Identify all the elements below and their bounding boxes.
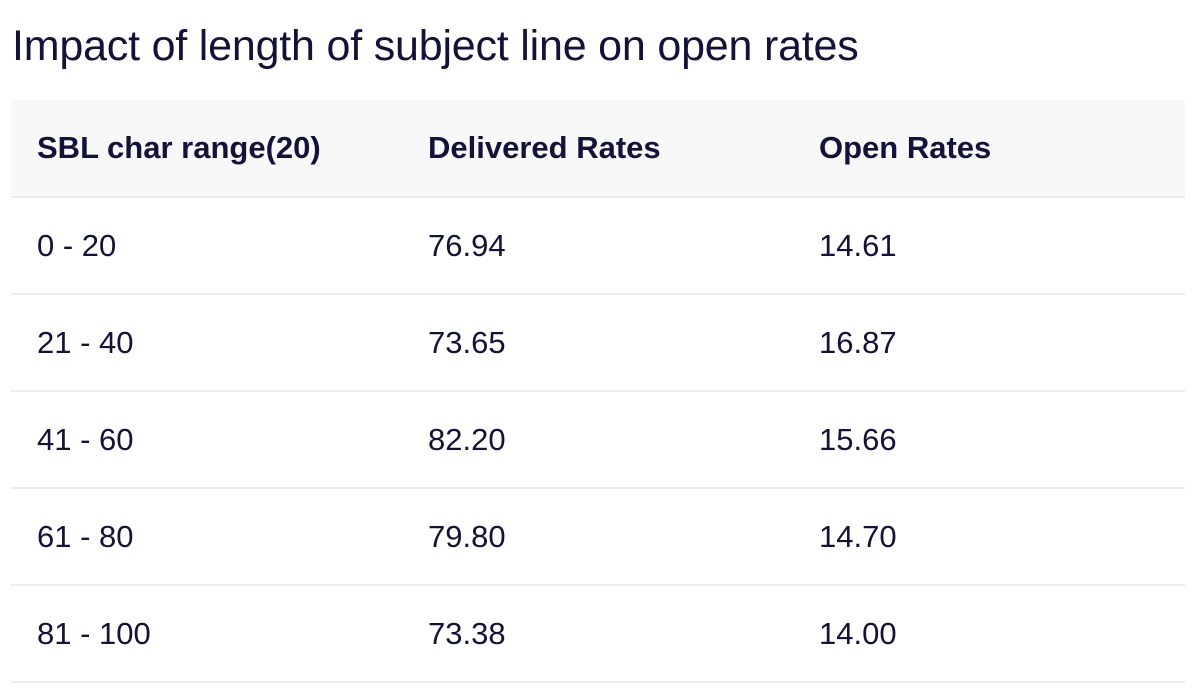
- table-cell-char-range: 21 - 40: [11, 294, 402, 392]
- table-cell-delivered-rate: 73.65: [402, 294, 793, 392]
- table-row: 81 - 100 73.38 14.00: [11, 585, 1185, 683]
- column-header-open-rates: Open Rates: [793, 100, 1185, 198]
- table-cell-delivered-rate: 82.20: [402, 391, 793, 489]
- table-cell-char-range: 41 - 60: [11, 391, 402, 489]
- table-cell-delivered-rate: 73.38: [402, 585, 793, 683]
- table-row: 0 - 20 76.94 14.61: [11, 197, 1185, 295]
- table-row: 41 - 60 82.20 15.66: [11, 391, 1185, 489]
- table-cell-char-range: 81 - 100: [11, 585, 402, 683]
- table-cell-open-rate: 14.61: [793, 197, 1185, 295]
- table-cell-char-range: 0 - 20: [11, 197, 402, 295]
- column-header-char-range: SBL char range(20): [11, 100, 402, 198]
- table-cell-char-range: 61 - 80: [11, 488, 402, 586]
- table-cell-delivered-rate: 79.80: [402, 488, 793, 586]
- table-cell-open-rate: 15.66: [793, 391, 1185, 489]
- table-row: 21 - 40 73.65 16.87: [11, 294, 1185, 392]
- table-header-row: SBL char range(20) Delivered Rates Open …: [11, 100, 1185, 198]
- page-title: Impact of length of subject line on open…: [12, 22, 859, 70]
- column-header-delivered-rates: Delivered Rates: [402, 100, 793, 198]
- subject-line-table: SBL char range(20) Delivered Rates Open …: [11, 100, 1185, 683]
- table-row: 61 - 80 79.80 14.70: [11, 488, 1185, 586]
- table-cell-open-rate: 14.00: [793, 585, 1185, 683]
- table-cell-open-rate: 16.87: [793, 294, 1185, 392]
- table-cell-open-rate: 14.70: [793, 488, 1185, 586]
- table-cell-delivered-rate: 76.94: [402, 197, 793, 295]
